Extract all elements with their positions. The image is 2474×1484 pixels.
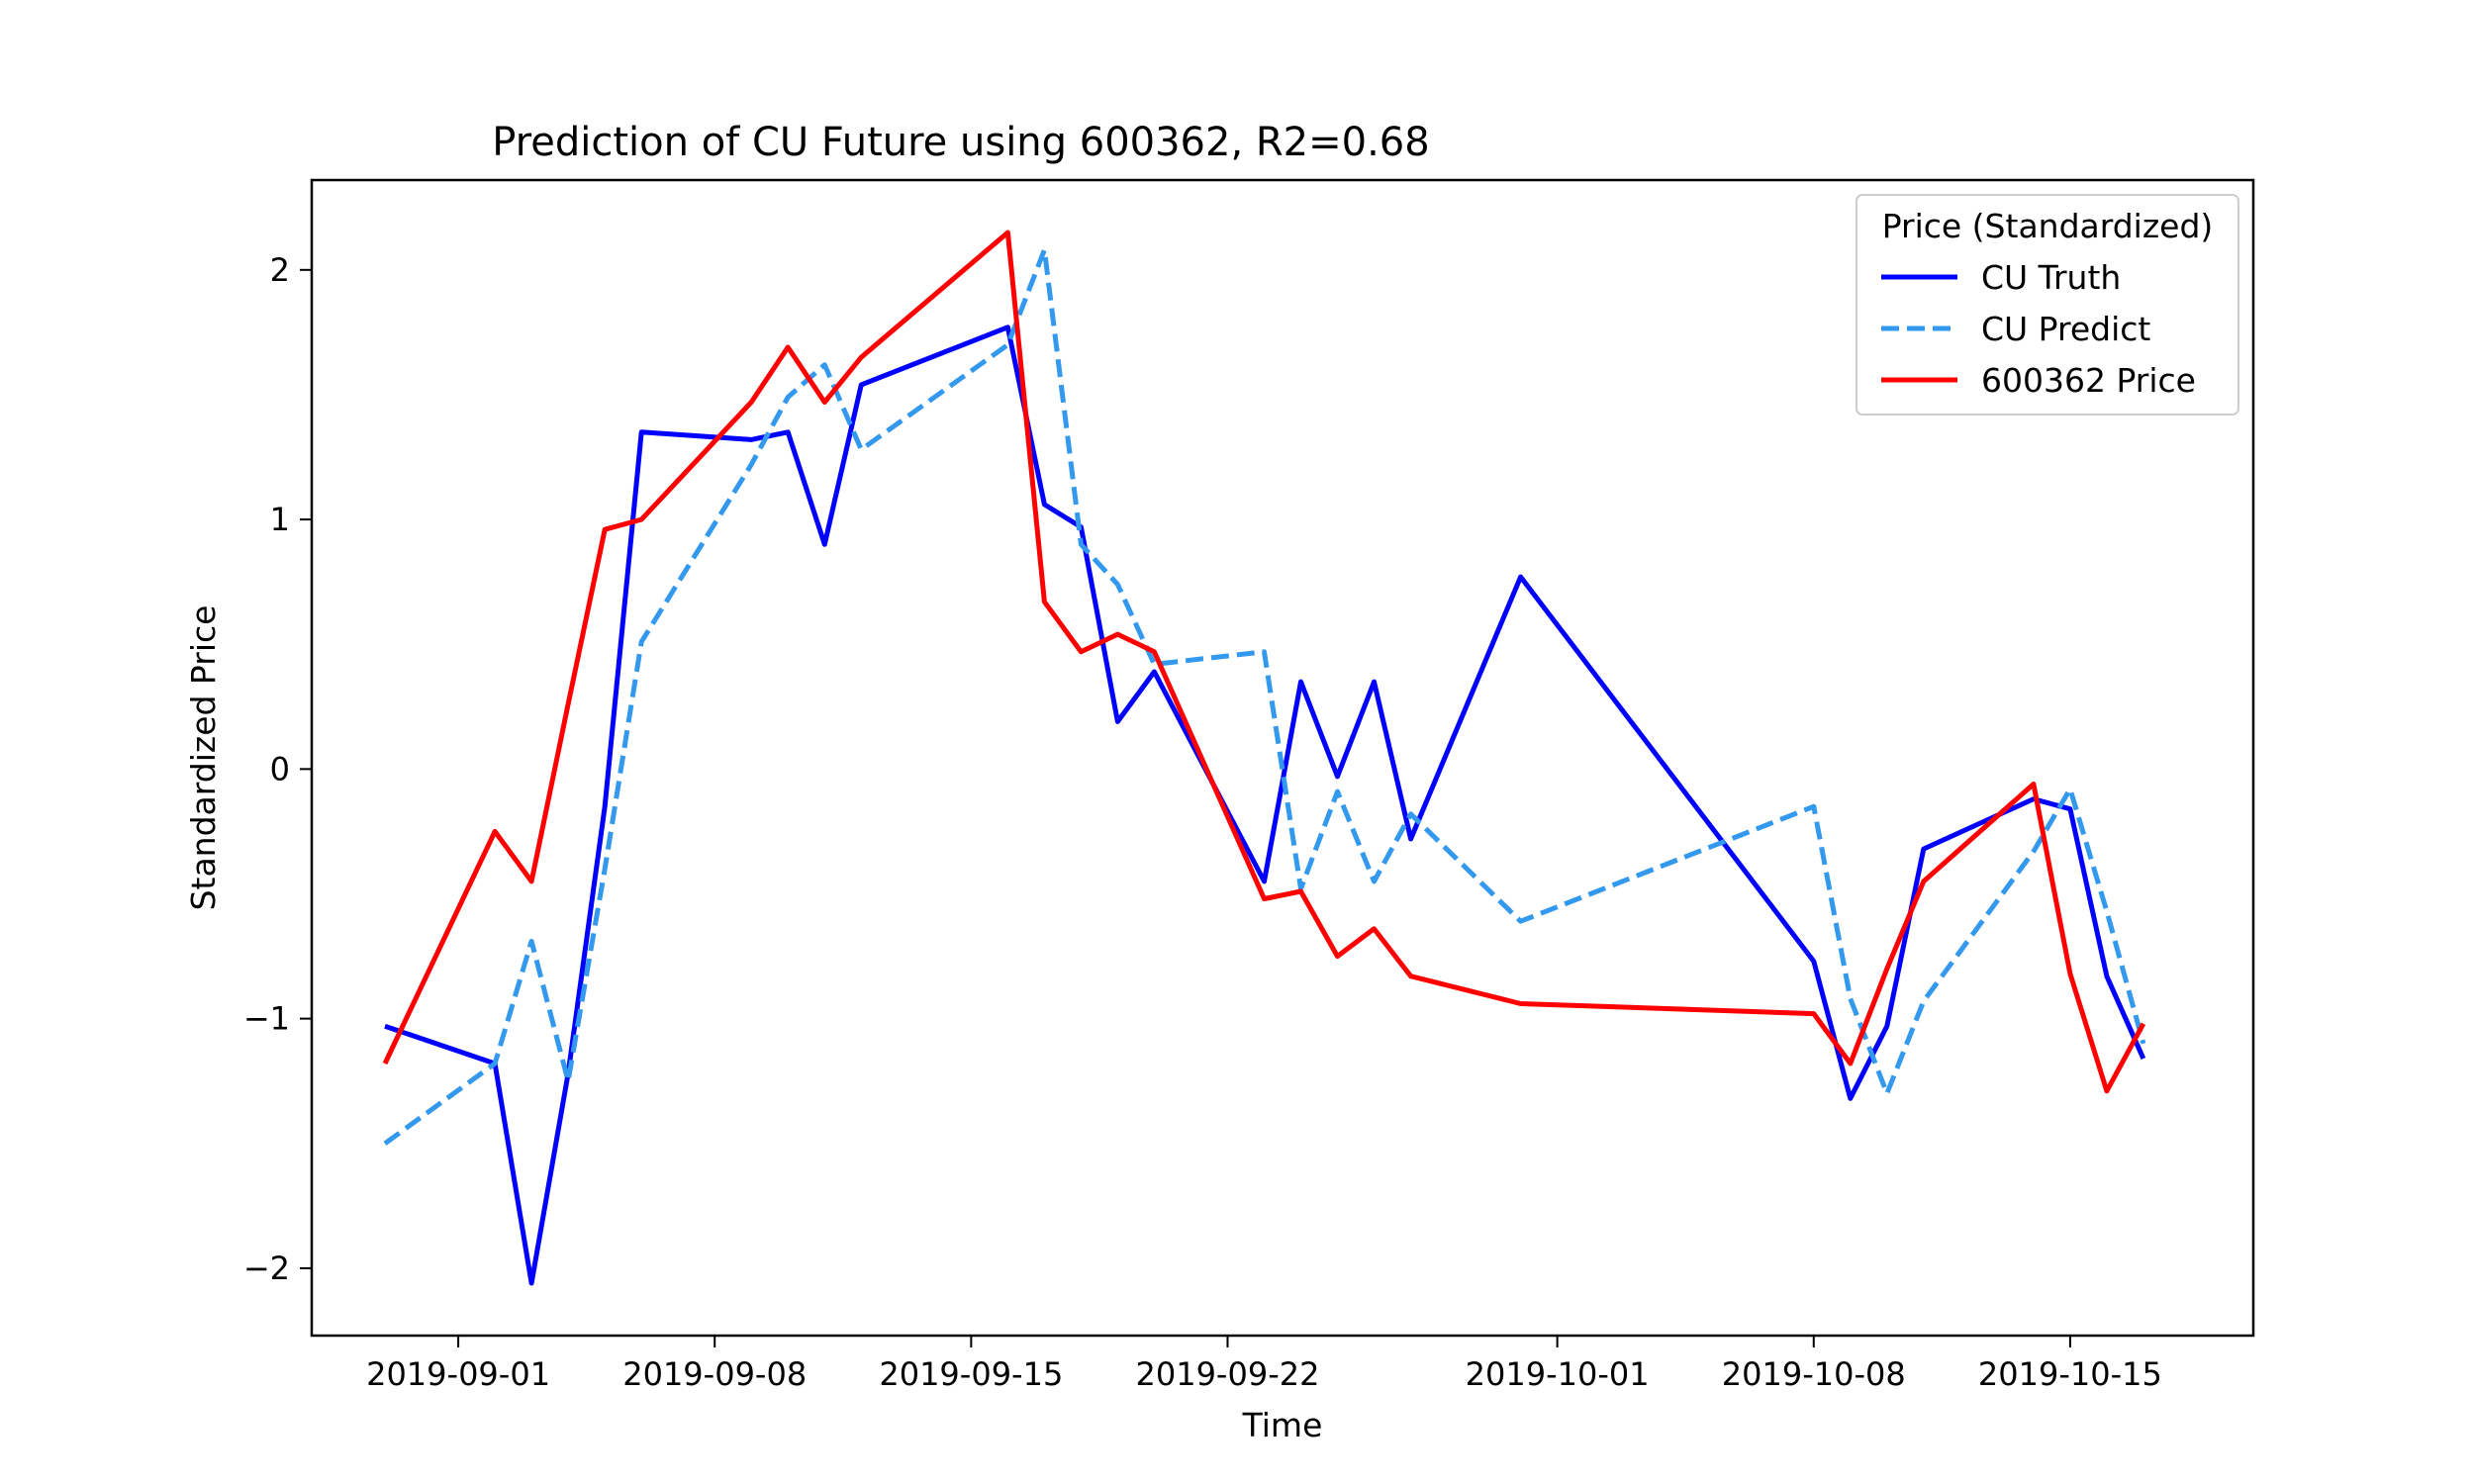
x-tick-label: 2019-10-15 <box>1978 1355 2162 1393</box>
legend-label-cu-truth: CU Truth <box>1981 258 2121 297</box>
x-axis-label: Time <box>1242 1406 1323 1444</box>
legend-box <box>1856 194 2239 416</box>
legend-label-600362-price: 600362 Price <box>1981 361 2196 400</box>
plot-area-frame <box>310 178 2255 1338</box>
legend-label-cu-predict: CU Predict <box>1981 310 2150 348</box>
legend-entry-cu-truth: CU Truth <box>1881 258 2121 297</box>
x-axis: 2019-09-01 2019-09-08 2019-09-15 2019-09-22… <box>366 1336 2162 1393</box>
series-line-cu-truth <box>384 325 2146 1286</box>
x-tick-label: 2019-09-15 <box>879 1355 1063 1393</box>
y-tick-label: 2 <box>270 251 290 289</box>
y-tick-label: −1 <box>243 1000 290 1038</box>
legend-entry-cu-predict: CU Predict <box>1881 310 2150 348</box>
x-tick-label: 2019-09-22 <box>1135 1355 1319 1393</box>
legend-entry-600362-price: 600362 Price <box>1881 361 2196 400</box>
series-line-cu-predict <box>383 247 2146 1146</box>
x-tick-label: 2019-10-08 <box>1722 1355 1906 1393</box>
series-layer <box>382 230 2146 1286</box>
legend: Price (Standardized) CU Truth CU Predict… <box>1856 194 2239 416</box>
series-line-600362-price <box>382 230 2146 1094</box>
chart-title: Prediction of CU Future using 600362, R2… <box>492 120 1429 165</box>
y-tick-label: 1 <box>270 501 290 538</box>
x-tick-label: 2019-10-01 <box>1466 1355 1650 1393</box>
y-tick-label: −2 <box>243 1250 290 1287</box>
y-tick-label: 0 <box>270 750 290 788</box>
y-axis-label: Standardized Price <box>184 605 223 911</box>
x-tick-label: 2019-09-01 <box>366 1355 550 1393</box>
y-axis: 2 1 0 −1 −2 <box>243 251 312 1287</box>
x-tick-label: 2019-09-08 <box>622 1355 807 1393</box>
legend-title: Price (Standardized) <box>1882 207 2214 245</box>
